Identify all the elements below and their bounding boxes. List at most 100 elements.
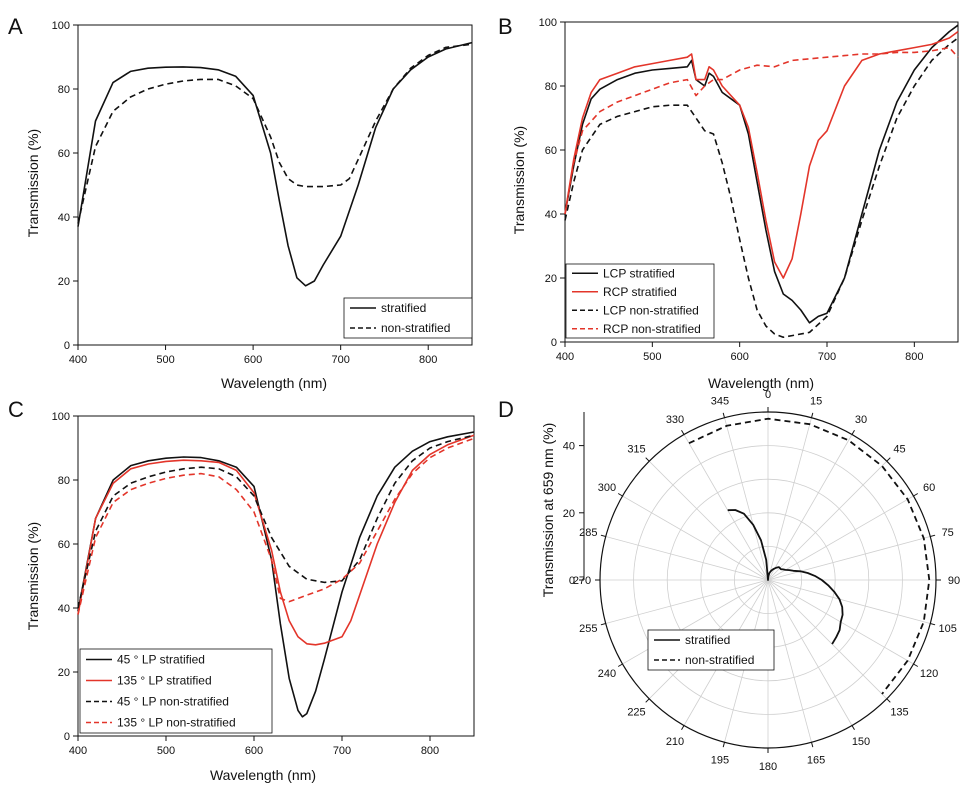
polar-grid-spoke <box>724 417 769 581</box>
legend-label-d-non-stratified: non-stratified <box>685 653 754 667</box>
polar-angle-tick <box>600 534 606 537</box>
x-tick-label-b: 600 <box>730 351 748 363</box>
panel-letter-d: D <box>498 397 514 422</box>
polar-grid-spoke <box>767 460 888 581</box>
legend-label-a-stratified: stratified <box>381 301 426 315</box>
legend-box-b <box>565 263 715 339</box>
panel-c: C Wavelength (nm) Transmission (%) 400 50… <box>8 397 475 783</box>
y-tick-label-a: 100 <box>52 20 70 32</box>
polar-angle-tick <box>617 663 623 667</box>
axis-ylabel-c: Transmission (%) <box>25 522 41 630</box>
y-tick-label-c: 20 <box>58 667 70 679</box>
panel-a: A Wavelength (nm) Transmission (%) 400 50… <box>8 14 473 391</box>
plot-frame-a <box>77 24 473 346</box>
x-tick-label-b: 700 <box>818 351 836 363</box>
polar-grid-spoke <box>605 536 769 581</box>
polar-grid-spoke <box>767 417 812 581</box>
polar-angle-label: 330 <box>666 414 684 426</box>
polar-angle-label: 345 <box>711 395 729 407</box>
polar-angle-tick <box>811 412 814 418</box>
polar-angle-label: 270 <box>573 575 591 587</box>
x-tick-label-b: 800 <box>905 351 923 363</box>
legend-label-c-45-lp-non-stratified: 45 ° LP non-stratified <box>117 695 229 709</box>
radial-tick-label: 40 <box>563 441 575 453</box>
x-tick-label-a: 500 <box>156 354 174 366</box>
axis-ylabel-a: Transmission (%) <box>25 129 41 237</box>
y-tick-label-a: 40 <box>58 212 70 224</box>
plot-frame-b <box>564 21 959 343</box>
polar-angle-tick <box>851 725 855 731</box>
polar-angle-tick <box>722 412 725 418</box>
x-tick-label-a: 600 <box>244 354 262 366</box>
polar-angle-tick <box>645 457 650 462</box>
y-tick-label-a: 0 <box>64 340 70 352</box>
legend-label-a-non-stratified: non-stratified <box>381 321 450 335</box>
y-tick-label-c: 100 <box>52 411 70 423</box>
x-tick-label-a: 700 <box>331 354 349 366</box>
polar-angle-tick <box>617 493 623 497</box>
series-line-a-non-stratified <box>77 43 473 224</box>
polar-grid-spoke <box>767 579 888 700</box>
polar-series-non-stratified <box>688 417 931 695</box>
polar-angle-label: 120 <box>920 668 938 680</box>
y-tick-label-b: 100 <box>539 17 557 29</box>
polar-angle-label: 75 <box>942 527 954 539</box>
polar-grid-spoke <box>605 579 769 624</box>
panel-b: B Wavelength (nm) Transmission (%) 400 50… <box>498 14 959 391</box>
legend-box-d <box>647 629 775 671</box>
panel-letter-b: B <box>498 14 513 39</box>
radial-tick-label: 20 <box>563 508 575 520</box>
polar-angle-label: 150 <box>852 736 870 748</box>
polar-grid-spoke <box>622 579 769 665</box>
polar-grid-spoke <box>683 434 769 581</box>
polar-angle-label: 45 <box>893 444 905 456</box>
polar-angle-tick <box>645 698 650 703</box>
legend-box-a <box>343 297 473 339</box>
polar-angle-tick <box>811 742 814 748</box>
y-tick-label-b: 40 <box>545 209 557 221</box>
polar-grid-spoke <box>767 434 853 581</box>
axis-xlabel-c: Wavelength (nm) <box>210 767 316 783</box>
polar-angle-tick <box>913 493 919 497</box>
legend-label-b-rcp-stratified: RCP stratified <box>603 285 677 299</box>
series-line-b-rcp-non-stratified <box>564 46 959 215</box>
x-tick-label-b: 500 <box>643 351 661 363</box>
polar-angle-label: 255 <box>579 623 597 635</box>
polar-angle-label: 90 <box>948 575 960 587</box>
x-tick-label-c: 500 <box>157 745 175 757</box>
polar-angle-tick <box>913 663 919 667</box>
y-tick-label-b: 0 <box>551 337 557 349</box>
polar-angle-tick <box>681 429 685 435</box>
radial-tick-label: 0 <box>569 575 575 587</box>
legend-label-d-stratified: stratified <box>685 633 730 647</box>
series-line-c-45-lp-stratified <box>77 431 475 718</box>
polar-angle-tick <box>722 742 725 748</box>
polar-angle-label: 225 <box>627 707 645 719</box>
polar-angle-label: 210 <box>666 736 684 748</box>
legend-box-c <box>79 648 273 734</box>
x-tick-label-a: 800 <box>419 354 437 366</box>
polar-angle-label: 135 <box>890 707 908 719</box>
series-line-a-stratified <box>77 41 473 287</box>
y-tick-label-c: 60 <box>58 539 70 551</box>
polar-grid-spoke <box>648 460 769 581</box>
polar-angle-label: 240 <box>598 668 616 680</box>
polar-grid-spoke <box>767 495 914 581</box>
panel-letter-c: C <box>8 397 24 422</box>
polar-angle-tick <box>681 725 685 731</box>
polar-angle-label: 195 <box>711 755 729 767</box>
y-tick-label-b: 80 <box>545 81 557 93</box>
series-line-c-135-lp-non-stratified <box>77 437 475 615</box>
panel-letter-a: A <box>8 14 23 39</box>
polar-angle-tick <box>851 429 855 435</box>
polar-grid-spoke <box>767 579 931 624</box>
x-tick-label-b: 400 <box>556 351 574 363</box>
panel-d: D Transmission at 659 nm (%) 0 15 30 45 60 75… <box>498 389 960 773</box>
polar-angle-tick <box>886 698 891 703</box>
x-tick-label-c: 600 <box>245 745 263 757</box>
series-line-c-135-lp-stratified <box>77 434 475 646</box>
polar-angle-label: 165 <box>807 755 825 767</box>
polar-grid-spoke <box>767 579 812 743</box>
polar-angle-label: 0 <box>765 389 771 401</box>
